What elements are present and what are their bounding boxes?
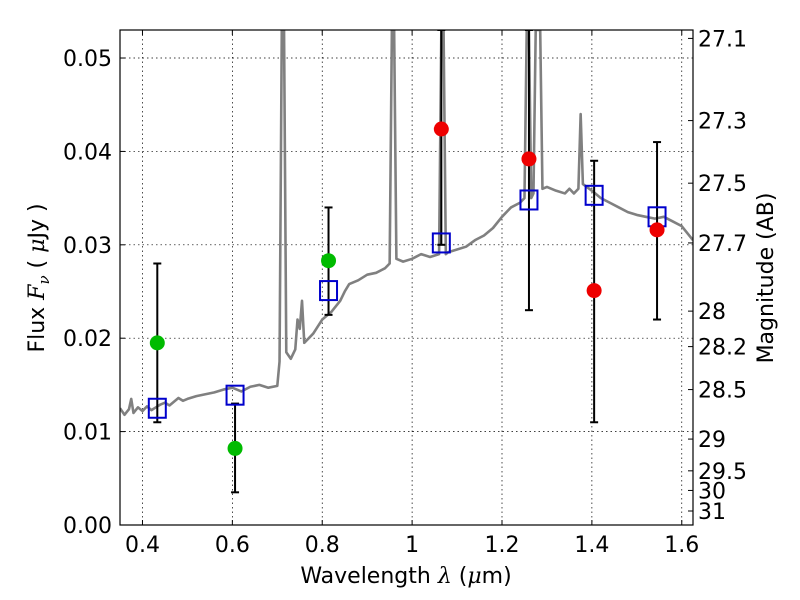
x-tick-label: 1.4: [574, 533, 609, 558]
y2-tick-label: 27.5: [698, 172, 747, 197]
model-photometry-point: [584, 184, 604, 206]
detection-point: [321, 253, 337, 269]
y2-tick-label: 28.5: [698, 379, 747, 404]
x-tick-label: 1.6: [664, 533, 699, 558]
y-tick-label: 0.02: [63, 327, 112, 352]
y-tick-label: 0.00: [63, 514, 112, 539]
model-photometry-point: [225, 384, 245, 406]
model-photometry-point: [519, 189, 539, 211]
y2-tick-label: 27.3: [698, 110, 747, 135]
nondetection-point: [586, 283, 602, 299]
model-photometry-point: [431, 232, 451, 254]
y-tick-label: 0.05: [63, 47, 112, 72]
nondetection-point: [433, 121, 449, 137]
y2-axis-label: Magnitude (AB): [754, 193, 779, 364]
nondetection-point: [521, 151, 537, 167]
x-tick-label: 0.6: [215, 533, 250, 558]
y2-tick-label: 30: [698, 479, 726, 504]
y2-tick-label: 29: [698, 428, 726, 453]
x-tick-label: 0.4: [125, 533, 160, 558]
plot-area: [120, 30, 693, 494]
model-spectrum-line: [120, 30, 693, 417]
y-tick-label: 0.03: [63, 234, 112, 259]
detection-point: [149, 335, 165, 351]
ticks: 0.4 0.6 0.8 1 1.2 1.4 1.6 0.00 0.01 0.02 0.03 0.04 0…: [63, 27, 747, 558]
x-axis-label: Wavelength λ (μm): [300, 564, 511, 589]
y2-tick-label: 27.1: [698, 27, 747, 52]
y-tick-label: 0.01: [63, 421, 112, 446]
axes-frame: [119, 29, 694, 526]
y-tick-label: 0.04: [63, 140, 112, 165]
y2-tick-label: 29.5: [698, 460, 747, 485]
model-photometry-point: [147, 397, 167, 419]
nondetection-point: [649, 222, 665, 238]
y2-tick-label: 31: [698, 500, 726, 525]
detection-point: [227, 440, 243, 456]
y2-tick-label: 28.2: [698, 336, 747, 361]
x-tick-label: 1.2: [485, 533, 520, 558]
x-tick-label: 0.8: [305, 533, 340, 558]
y2-tick-label: 28: [698, 300, 726, 325]
x-tick-label: 1: [405, 533, 419, 558]
grid: [120, 30, 693, 526]
model-photometry-point: [319, 280, 339, 302]
y-axis-label: Flux Fν ( μJy ): [25, 203, 53, 352]
y2-tick-label: 27.7: [698, 232, 747, 257]
